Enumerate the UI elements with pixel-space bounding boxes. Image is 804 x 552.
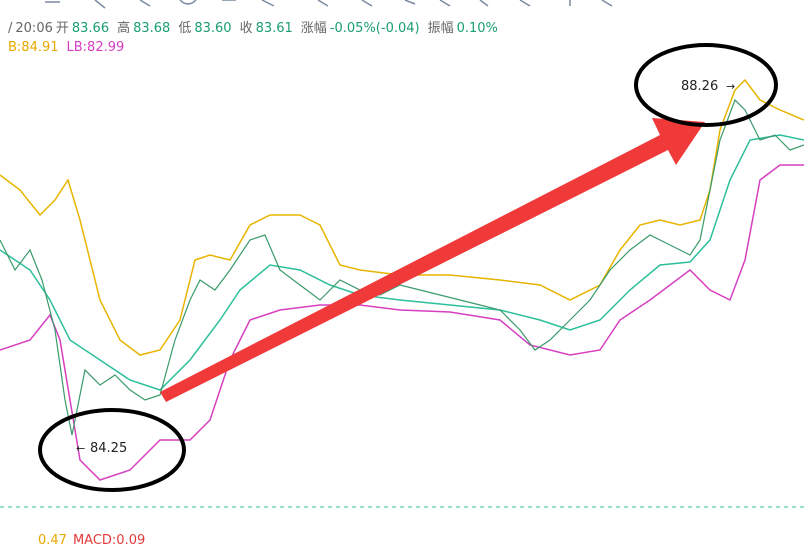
quote-value: 83.66 — [71, 21, 110, 36]
toolbar-icons — [45, 0, 613, 9]
quote-label: 振幅 — [427, 21, 454, 36]
price-line — [0, 98, 804, 436]
band-row: B:84.91 LB:82.99 — [8, 40, 124, 55]
upper-band-label: B:84.91 — [8, 40, 59, 55]
high-arrow: → — [726, 80, 735, 93]
quote-row: /20:06 开 83.66 高 83.68 低 83.60 收 83.61 涨幅 -0.05%(-… — [8, 21, 498, 36]
quote-label: 涨幅 — [300, 21, 327, 36]
quote-label: 高 — [117, 21, 131, 36]
quote-value: -0.05%(-0.04) — [329, 21, 420, 36]
quote-label: 低 — [178, 21, 192, 36]
quote-value: 83.60 — [194, 21, 232, 36]
quote-label: 收 — [239, 21, 253, 36]
low-circle — [38, 408, 186, 492]
upper-band — [0, 78, 804, 356]
macd-row: 0.47 MACD:0.09 — [38, 533, 145, 548]
middle-band — [0, 134, 804, 391]
quote-value: 83.68 — [133, 21, 171, 36]
low-label: 84.25 — [90, 441, 127, 456]
macd-prev: 0.47 — [38, 533, 67, 548]
red-arrow — [160, 118, 705, 402]
macd-value: MACD:0.09 — [72, 533, 146, 548]
high-circle — [634, 43, 778, 127]
lower-band-label: LB:82.99 — [66, 40, 125, 55]
low-arrow: ← — [76, 442, 85, 455]
high-label: 88.26 — [681, 79, 718, 94]
quote-label: 开 — [55, 21, 69, 36]
quote-value: 83.61 — [255, 21, 293, 36]
time: 20:06 — [15, 21, 53, 36]
quote-value: 0.10% — [456, 21, 498, 36]
lower-band — [0, 164, 804, 481]
